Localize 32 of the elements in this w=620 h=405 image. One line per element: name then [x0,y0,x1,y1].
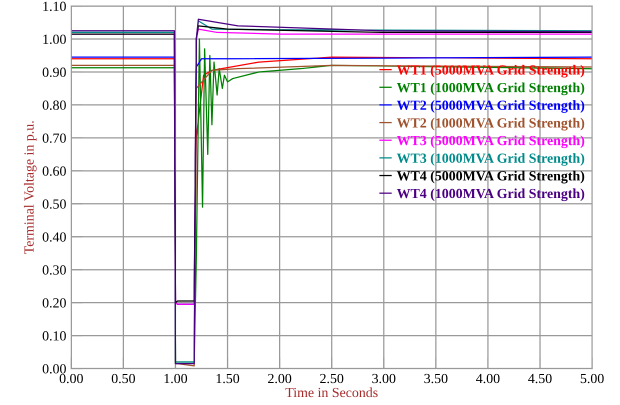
x-tick-label: 0.50 [112,374,136,384]
x-tick-label: 5.00 [580,374,604,384]
x-tick-label: 1.00 [164,374,188,384]
legend-label: WT2 (1000MVA Grid Strength) [396,118,584,131]
x-tick-label: 0.00 [60,374,83,384]
legend-label: WT4 (5000MVA Grid Strength) [396,170,584,184]
y-tick-label: 0.60 [42,166,66,176]
y-tick-label: 1.00 [43,34,66,44]
y-tick-label: 0.10 [42,331,66,341]
y-tick-label: 0.30 [42,265,66,275]
legend-label: WT2 (5000MVA Grid Strength) [396,100,584,113]
x-tick-label: 1.50 [216,374,240,384]
x-tick-label: 2.50 [320,374,344,384]
legend-label: WT3 (1000MVA Grid Strength) [396,153,584,166]
y-tick-label: 0.40 [42,232,66,242]
x-tick-label: 4.50 [528,374,552,384]
legend-label: WT1 (1000MVA Grid Strength) [396,82,584,96]
y-tick-label: 1.10 [43,2,66,12]
y-tick-label: 0.00 [42,364,66,374]
legend-label: WT4 (1000MVA Grid Strength) [396,188,584,202]
y-tick-label: 0.90 [42,68,66,77]
x-tick-label: 2.00 [268,374,292,384]
y-tick-label: 0.20 [42,298,66,308]
y-axis-title: Terminal Voltage in p.u. [24,121,37,254]
y-tick-label: 0.50 [42,199,66,209]
x-axis-title: Time in Seconds [286,387,378,398]
y-tick-label: 0.80 [42,100,66,110]
legend-label: WT3 (5000MVA Grid Strength) [396,135,584,148]
y-tick-label: 0.70 [42,133,66,143]
x-tick-label: 3.50 [424,374,448,384]
x-tick-label: 3.00 [372,374,396,384]
x-tick-label: 4.00 [476,374,500,384]
